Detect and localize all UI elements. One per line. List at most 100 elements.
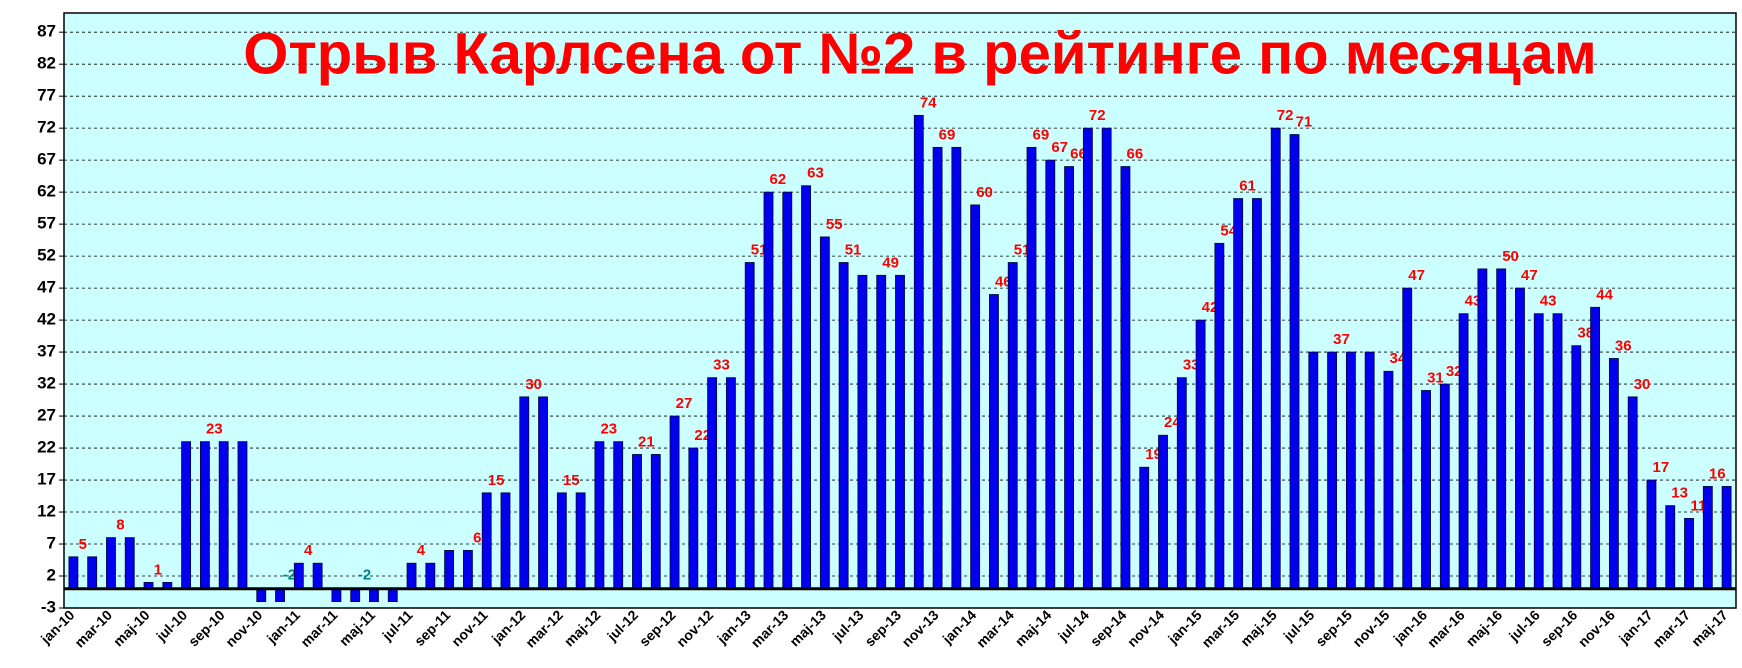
bar xyxy=(1233,198,1244,590)
bar xyxy=(726,377,736,590)
bar xyxy=(1364,351,1375,590)
y-tick-label: 47 xyxy=(37,278,56,297)
x-tick-label: mar-13 xyxy=(748,607,792,651)
value-label: 38 xyxy=(1577,325,1594,342)
y-tick-label: 77 xyxy=(37,86,56,105)
bar xyxy=(181,441,192,590)
value-label: 55 xyxy=(826,216,843,233)
bar xyxy=(1195,319,1206,590)
bar xyxy=(387,588,398,603)
bar xyxy=(1590,306,1601,590)
bar xyxy=(1176,377,1187,590)
x-tick-label: maj-12 xyxy=(561,607,604,650)
y-tick-label: 72 xyxy=(37,118,56,137)
bar xyxy=(594,441,605,590)
value-label: 27 xyxy=(676,395,693,412)
bar xyxy=(1439,383,1450,590)
bar xyxy=(425,562,436,590)
x-tick-label: nov-13 xyxy=(898,607,941,650)
value-label: 61 xyxy=(1239,178,1256,195)
x-tick-label: jan-14 xyxy=(939,607,980,648)
bar xyxy=(237,441,248,590)
x-tick-label: nov-10 xyxy=(222,607,265,650)
bar xyxy=(406,562,417,590)
y-tick-label: 42 xyxy=(37,310,56,329)
y-tick-label: 82 xyxy=(37,54,56,73)
value-label: 62 xyxy=(770,171,787,188)
value-label: 74 xyxy=(920,94,937,111)
bar xyxy=(951,146,962,590)
bar xyxy=(1158,434,1168,590)
x-tick-label: maj-16 xyxy=(1463,607,1506,650)
bar xyxy=(801,185,811,590)
value-label: 15 xyxy=(488,472,505,489)
value-label: 71 xyxy=(1296,114,1313,131)
bar xyxy=(782,191,793,590)
bar xyxy=(463,550,473,590)
bar xyxy=(444,550,455,590)
value-label: 47 xyxy=(1408,267,1425,284)
bar xyxy=(1383,370,1394,590)
bar xyxy=(1721,486,1732,590)
value-label: 5 xyxy=(79,536,87,553)
bar xyxy=(312,562,323,590)
bar xyxy=(613,441,624,590)
value-label: 72 xyxy=(1277,107,1294,124)
value-label: 67 xyxy=(1051,139,1068,156)
bar xyxy=(293,562,304,590)
value-label: 60 xyxy=(976,184,993,201)
y-tick-label: 22 xyxy=(37,438,56,457)
x-tick-label: jul-11 xyxy=(378,607,415,644)
bar xyxy=(538,396,548,590)
bar xyxy=(876,274,887,590)
bar xyxy=(1533,313,1544,590)
bar xyxy=(688,447,699,590)
bar xyxy=(1646,479,1657,590)
value-label: 33 xyxy=(713,357,730,374)
x-tick-label: nov-11 xyxy=(448,607,491,650)
bar xyxy=(1402,287,1413,590)
x-tick-label: nov-12 xyxy=(673,607,716,650)
value-label: 43 xyxy=(1540,293,1557,310)
y-tick-label: 7 xyxy=(47,534,56,553)
y-tick-label: 17 xyxy=(37,470,56,489)
y-tick-label: 37 xyxy=(37,342,56,361)
bar xyxy=(1082,127,1093,590)
x-tick-label: maj-15 xyxy=(1237,607,1280,650)
bar xyxy=(763,191,774,590)
value-label: 22 xyxy=(694,427,711,444)
x-tick-label: jan-11 xyxy=(263,607,303,647)
value-label: 72 xyxy=(1089,107,1106,124)
value-label: 51 xyxy=(845,241,862,258)
y-tick-label: 32 xyxy=(37,374,56,393)
bar xyxy=(1308,351,1319,590)
x-tick-label: maj-17 xyxy=(1688,607,1731,650)
value-label: 44 xyxy=(1596,286,1613,303)
value-label: 23 xyxy=(600,421,617,438)
bar xyxy=(669,415,680,590)
bar xyxy=(1007,262,1018,590)
value-label: 37 xyxy=(1333,331,1350,348)
x-tick-label: maj-10 xyxy=(110,607,153,650)
bar xyxy=(989,294,999,590)
bar xyxy=(575,492,586,590)
value-label: 50 xyxy=(1502,248,1519,265)
x-tick-label: jan-17 xyxy=(1615,607,1656,648)
bar xyxy=(1289,134,1300,590)
x-tick-label: mar-16 xyxy=(1424,607,1468,651)
bar xyxy=(895,274,905,590)
y-tick-label: 52 xyxy=(37,246,56,265)
x-tick-label: sep-16 xyxy=(1538,607,1581,650)
value-label: 36 xyxy=(1615,337,1632,354)
value-label: 30 xyxy=(1634,376,1651,393)
y-tick-label: -3 xyxy=(41,597,56,616)
bar xyxy=(838,262,849,590)
bar xyxy=(707,377,718,590)
bar xyxy=(1139,466,1150,590)
x-tick-label: maj-11 xyxy=(336,607,378,649)
value-label: 42 xyxy=(1202,299,1219,316)
bar xyxy=(1515,287,1525,590)
bar xyxy=(913,114,924,590)
x-tick-label: sep-12 xyxy=(636,607,679,650)
bar xyxy=(1327,351,1337,590)
